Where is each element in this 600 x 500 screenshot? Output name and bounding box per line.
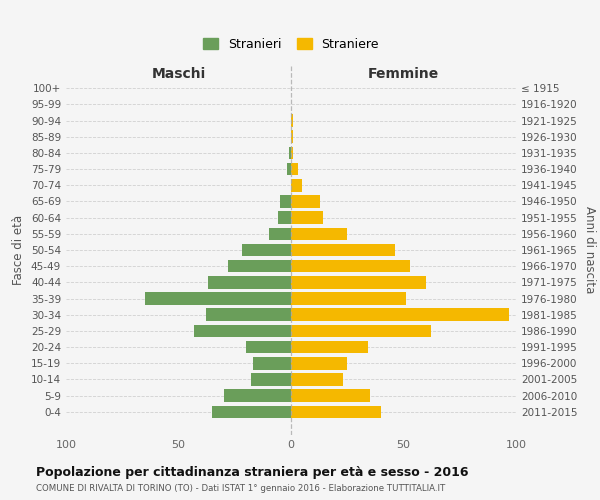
Bar	[291, 276, 426, 288]
Bar	[277, 212, 291, 224]
Bar	[246, 341, 291, 353]
Bar	[291, 114, 293, 127]
Bar	[291, 341, 367, 353]
Bar	[291, 390, 370, 402]
Bar	[251, 373, 291, 386]
Bar	[194, 324, 291, 337]
Text: Popolazione per cittadinanza straniera per età e sesso - 2016: Popolazione per cittadinanza straniera p…	[36, 466, 469, 479]
Bar	[291, 130, 293, 143]
Bar	[291, 308, 509, 321]
Bar	[291, 292, 406, 305]
Bar	[291, 373, 343, 386]
Bar	[212, 406, 291, 418]
Bar	[228, 260, 291, 272]
Bar	[145, 292, 291, 305]
Bar	[291, 260, 410, 272]
Bar	[223, 390, 291, 402]
Bar	[280, 195, 291, 208]
Bar	[291, 228, 347, 240]
Bar	[289, 146, 291, 159]
Text: Maschi: Maschi	[151, 66, 206, 80]
Bar	[241, 244, 291, 256]
Bar	[291, 179, 302, 192]
Legend: Stranieri, Straniere: Stranieri, Straniere	[199, 34, 383, 54]
Text: Femmine: Femmine	[368, 66, 439, 80]
Bar	[291, 163, 298, 175]
Bar	[287, 163, 291, 175]
Bar	[208, 276, 291, 288]
Y-axis label: Fasce di età: Fasce di età	[13, 215, 25, 285]
Bar	[205, 308, 291, 321]
Bar	[291, 406, 381, 418]
Bar	[291, 146, 293, 159]
Bar	[291, 324, 431, 337]
Bar	[269, 228, 291, 240]
Bar	[291, 357, 347, 370]
Bar	[253, 357, 291, 370]
Bar	[291, 244, 395, 256]
Y-axis label: Anni di nascita: Anni di nascita	[583, 206, 596, 294]
Bar	[291, 212, 323, 224]
Text: COMUNE DI RIVALTA DI TORINO (TO) - Dati ISTAT 1° gennaio 2016 - Elaborazione TUT: COMUNE DI RIVALTA DI TORINO (TO) - Dati …	[36, 484, 445, 493]
Bar	[291, 195, 320, 208]
